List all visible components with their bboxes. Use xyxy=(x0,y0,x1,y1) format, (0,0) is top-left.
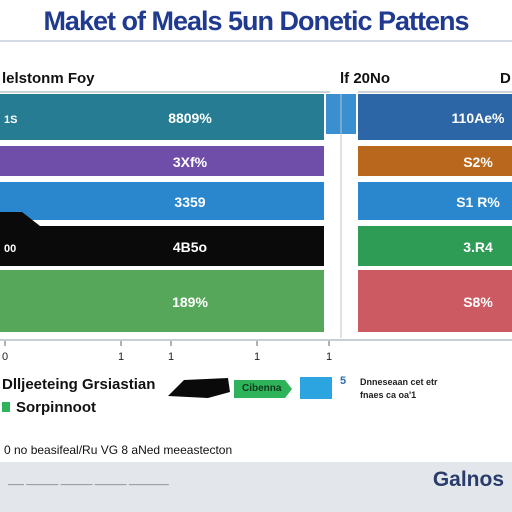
title-divider xyxy=(0,40,512,42)
footer-text: —— ———— ———— ———— ————— xyxy=(8,480,169,489)
bar-left-4 xyxy=(0,226,324,266)
legend-item-2-label: Sorpinnoot xyxy=(16,399,96,416)
legend-right-number: 5 xyxy=(340,375,347,387)
bar-label-left-1: 8809% xyxy=(168,110,212,126)
black-bar-wedge xyxy=(0,212,40,226)
right-panel-corner-label: D xyxy=(500,70,511,87)
bar-label-left-3: 3359 xyxy=(174,194,205,210)
bar-label-left-5: 189% xyxy=(172,294,208,310)
bar-left-3 xyxy=(0,182,324,220)
x-tick-label-1: 0 xyxy=(2,351,8,363)
chart-title: Maket of Meals 5un Donetic Pattens xyxy=(43,6,469,36)
bar-label-right-4: 3.R4 xyxy=(463,239,493,255)
bar-label-right-1: 110Ae% xyxy=(452,110,505,126)
bar-left-2 xyxy=(0,146,324,176)
bar-left-5 xyxy=(0,270,324,332)
bar-left-1 xyxy=(0,94,324,140)
legend-item-1-label: Dlljeeteing Grsiastian xyxy=(2,376,156,393)
source-note: 0 no beasifeal/Ru VG 8 aNed meeastecton xyxy=(4,443,233,457)
legend-right-line-2: fnaes ca oa'1 xyxy=(360,390,417,400)
brand-logo: Galnos xyxy=(432,468,504,491)
right-panel-title: lf 20No xyxy=(340,70,391,87)
legend-chip-label: Cibenna xyxy=(242,383,282,394)
bar-label-left-2: 3Xf% xyxy=(173,154,208,170)
bar-label-right-3: S1 R% xyxy=(456,194,500,210)
legend-black-swatch xyxy=(168,378,230,398)
footer: —— ———— ———— ———— ————— Galnos xyxy=(0,462,512,512)
legend-blue-swatch xyxy=(300,377,332,399)
legend-right-line-1: Dnneseaan cet etr xyxy=(360,377,438,387)
x-tick-label-5: 1 xyxy=(326,351,332,363)
bar-right-3 xyxy=(358,182,512,220)
bar-right-1 xyxy=(358,94,512,140)
legend: Dlljeeteing Grsiastian Cibenna 5 Dnnesea… xyxy=(0,374,512,424)
x-tick-label-4: 1 xyxy=(254,351,260,363)
left-panel-title: lelstonm Foy xyxy=(2,70,95,87)
side-label-left-4: 00 xyxy=(4,243,16,255)
bar-label-right-5: S8% xyxy=(463,294,493,310)
legend-green-swatch xyxy=(2,402,10,412)
bar-label-right-2: S2% xyxy=(463,154,493,170)
x-tick-label-3: 1 xyxy=(168,351,174,363)
legend-green-chip: Cibenna xyxy=(234,380,292,398)
x-tick-label-2: 1 xyxy=(118,351,124,363)
bar-right-4 xyxy=(358,226,512,266)
bar-label-left-4: 4B5o xyxy=(173,239,207,255)
side-label-left-1: 1S xyxy=(4,114,17,126)
bar-right-5 xyxy=(358,270,512,332)
bar-right-2 xyxy=(358,146,512,176)
